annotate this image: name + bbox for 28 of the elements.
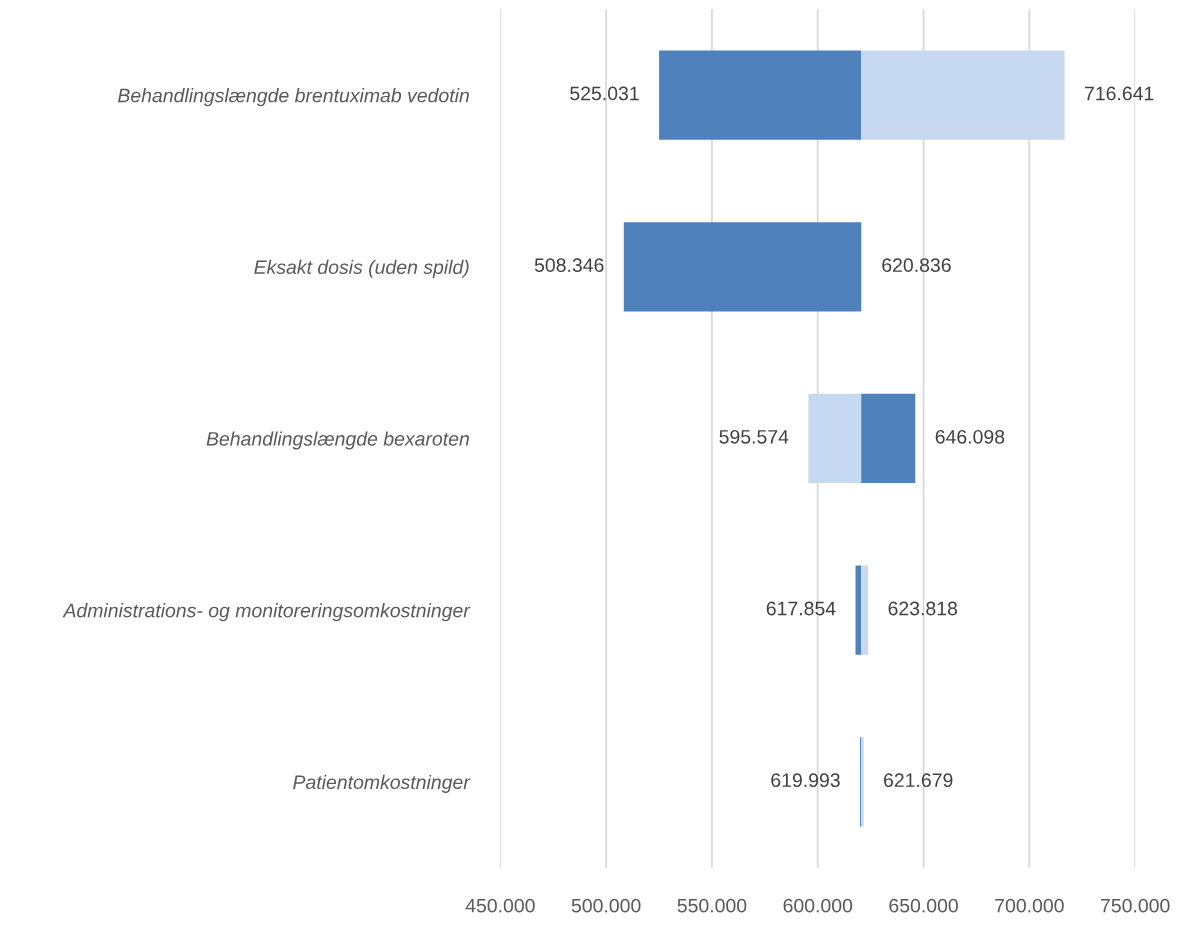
y-tick-label: Patientomkostninger	[293, 774, 471, 793]
bar	[808, 393, 862, 484]
data-label: 619.993	[771, 773, 840, 788]
x-tick-label: 600.000	[783, 898, 853, 913]
bar	[861, 50, 1065, 140]
bar	[659, 50, 862, 140]
bar	[623, 222, 862, 312]
y-tick-label: Eksakt dosis (uden spild)	[254, 259, 469, 278]
data-label: 508.346	[534, 258, 604, 273]
data-label: 620.836	[882, 258, 951, 273]
x-tick-label: 550.000	[677, 898, 747, 913]
x-tick-label: 500.000	[571, 898, 641, 913]
data-label: 716.641	[1085, 86, 1154, 101]
x-tick-label: 650.000	[889, 898, 958, 913]
data-label: 617.854	[766, 601, 836, 616]
bar	[861, 565, 869, 655]
bar	[861, 393, 916, 484]
data-label: 621.679	[884, 773, 953, 788]
data-label: 525.031	[570, 86, 639, 101]
x-tick-label: 750.000	[1101, 898, 1170, 913]
y-tick-label: Administrations- og monitoreringsomkostninger	[62, 603, 471, 622]
data-label: 623.818	[888, 601, 958, 616]
data-label: 595.574	[719, 429, 789, 444]
x-tick-label: 450.000	[465, 898, 535, 913]
y-tick-label: Behandlingslængde brentuximab vedotin	[117, 88, 469, 107]
y-tick-label: Behandlingslængde bexaroten	[206, 431, 469, 450]
data-label: 646.098	[935, 429, 1005, 444]
x-tick-label: 700.000	[995, 898, 1064, 913]
